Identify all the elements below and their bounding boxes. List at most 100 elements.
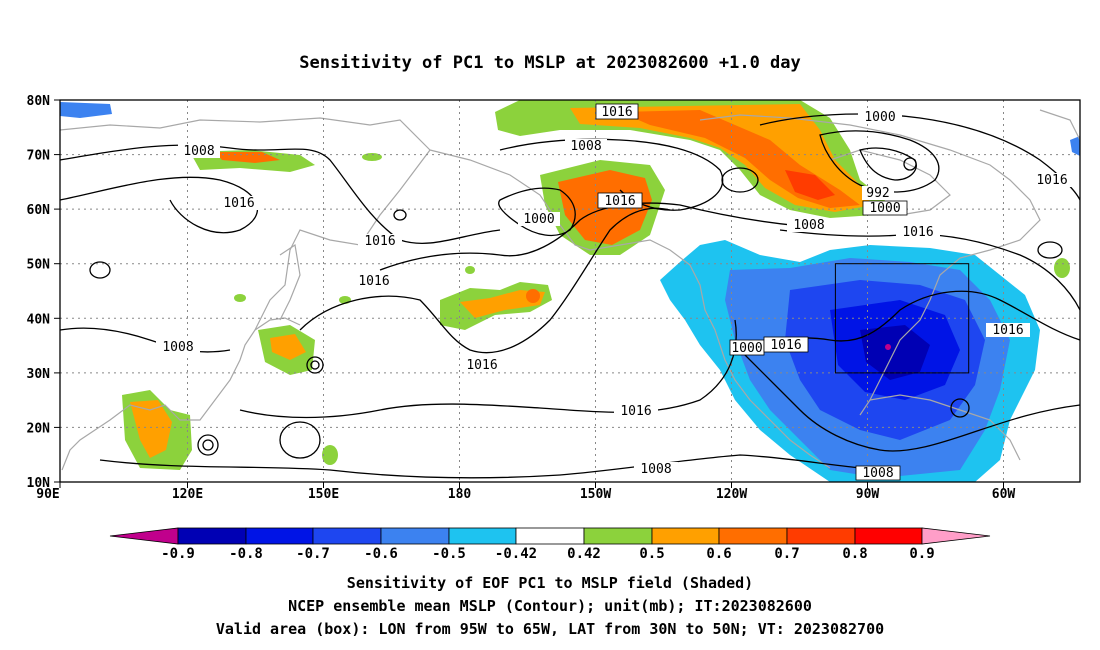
colorbar-segment	[380, 527, 450, 545]
contour-label: 1000	[518, 212, 560, 227]
contour-label: 1008	[855, 465, 901, 481]
contour-label-text: 1016	[601, 105, 632, 120]
colorbar-segment	[448, 527, 517, 545]
contour-label: 1016	[352, 274, 396, 289]
contour-label: 1016	[358, 234, 402, 249]
figure-title: Sensitivity of PC1 to MSLP at 2023082600…	[299, 53, 801, 73]
contour-label-text: 1000	[869, 201, 900, 216]
longitude-labels: 90E 120E 150E 180 150W 120W 90W 60W	[36, 487, 1015, 502]
contour-label: 992	[862, 186, 894, 201]
contour-label: 1016	[597, 192, 643, 209]
contour-label: 1000	[862, 200, 908, 216]
colorbar-segment	[245, 527, 314, 545]
contour-label-text: 1016	[902, 225, 933, 240]
lat-label: 20N	[27, 421, 51, 436]
contour-label: 1016	[595, 103, 639, 120]
lat-label: 30N	[27, 367, 51, 382]
valid-area-box	[834, 263, 970, 374]
colorbar-segment	[515, 527, 585, 545]
caption-line-2: NCEP ensemble mean MSLP (Contour); unit(…	[288, 597, 812, 615]
latitude-labels: 80N 70N 60N 50N 40N 30N 20N 10N	[27, 94, 51, 491]
negative-sensitivity-nw-corner	[60, 102, 112, 118]
colorbar-label: -0.9	[161, 546, 195, 562]
graticule	[60, 100, 1080, 482]
contour-label-text: 1008	[183, 144, 214, 159]
contour-label-text: 1016	[770, 338, 801, 353]
colorbar-label: -0.6	[364, 546, 398, 562]
contour-label: 1016	[896, 225, 940, 240]
lat-label: 10N	[27, 476, 51, 491]
lon-label: 90E	[36, 487, 59, 502]
colorbar-label: -0.8	[229, 546, 263, 562]
colorbar-low-arrow	[109, 527, 179, 545]
colorbar-label: 0.42	[567, 546, 601, 562]
negative-sensitivity-extreme	[885, 344, 891, 350]
negative-sensitivity-max	[860, 325, 930, 380]
mslp-contours	[59, 113, 1081, 479]
contour-label-text: 1008	[162, 340, 193, 355]
colorbar-segment	[786, 527, 856, 545]
colorbar-label: 0.9	[909, 546, 934, 562]
lat-label: 60N	[27, 203, 51, 218]
lat-label: 80N	[27, 94, 51, 109]
lat-label: 50N	[27, 258, 51, 273]
positive-sensitivity-pacific-core	[526, 289, 540, 303]
contour-label-text: 1000	[523, 212, 554, 227]
colorbar: -0.9 -0.8 -0.7 -0.6 -0.5 -0.42 0.42 0.5 …	[109, 527, 991, 562]
contour-label-text: 1016	[223, 196, 254, 211]
contour-label: 1000	[729, 339, 765, 356]
lon-label: 150W	[580, 487, 611, 502]
colorbar-label: -0.42	[495, 546, 537, 562]
contour-label: 1008	[787, 218, 831, 233]
colorbar-label: 0.6	[706, 546, 731, 562]
contour-label-text: 1016	[358, 274, 389, 289]
positive-sensitivity-small-6	[465, 266, 475, 274]
colorbar-high-arrow	[921, 527, 991, 545]
positive-sensitivity-small-1	[322, 445, 338, 465]
contour-label-text: 1016	[992, 323, 1023, 338]
contour-labels: 1016 1008 1000 1008 1016 1000 992 1000 1…	[156, 103, 1074, 481]
lat-label: 40N	[27, 312, 51, 327]
lat-label: 70N	[27, 149, 51, 164]
coastlines	[59, 109, 1081, 471]
caption-line-3: Valid area (box): LON from 95W to 65W, L…	[216, 620, 884, 638]
contour-label-text: 1000	[864, 110, 895, 125]
positive-sensitivity-japan-orange	[270, 334, 306, 360]
contour-label: 1016	[1030, 173, 1074, 188]
contour-label-text: 1008	[640, 462, 671, 477]
tick-marks	[54, 99, 1004, 488]
contour-label-text: 1000	[731, 341, 762, 356]
colorbar-segment	[718, 527, 788, 545]
colorbar-segment	[177, 527, 247, 545]
colorbar-segment	[651, 527, 720, 545]
contour-label: 1016	[460, 358, 504, 373]
contour-label: 1000	[858, 109, 902, 125]
lon-label: 90W	[856, 487, 880, 502]
caption-line-1: Sensitivity of EOF PC1 to MSLP field (Sh…	[347, 574, 753, 592]
colorbar-label: -0.7	[296, 546, 330, 562]
lon-label: 60W	[992, 487, 1016, 502]
contour-label-text: 1016	[1036, 173, 1067, 188]
positive-sensitivity-small-2	[1054, 258, 1070, 278]
lon-label: 180	[448, 487, 472, 502]
contour-label: 1008	[565, 139, 607, 154]
colorbar-label: 0.8	[842, 546, 867, 562]
colorbar-label: 0.5	[639, 546, 664, 562]
colorbar-segment	[583, 527, 653, 545]
contour-label-text: 1016	[466, 358, 497, 373]
contour-label-text: 992	[866, 186, 889, 201]
contour-label-text: 1016	[604, 194, 635, 209]
contour-label-text: 1008	[862, 466, 893, 481]
positive-sensitivity-siberia-orange	[215, 152, 280, 163]
colorbar-segment	[854, 527, 923, 545]
positive-sensitivity-arctic-core	[785, 170, 835, 200]
map-panel: 1016 1008 1000 1008 1016 1000 992 1000 1…	[27, 94, 1081, 502]
contour-label: 1008	[178, 144, 220, 159]
lon-label: 120E	[172, 487, 203, 502]
contour-label: 1008	[634, 462, 678, 477]
positive-sensitivity-pacific-orange	[460, 290, 545, 318]
shaded-regions	[60, 100, 1080, 482]
positive-sensitivity-scs-orange	[130, 400, 172, 458]
lon-label: 120W	[716, 487, 747, 502]
